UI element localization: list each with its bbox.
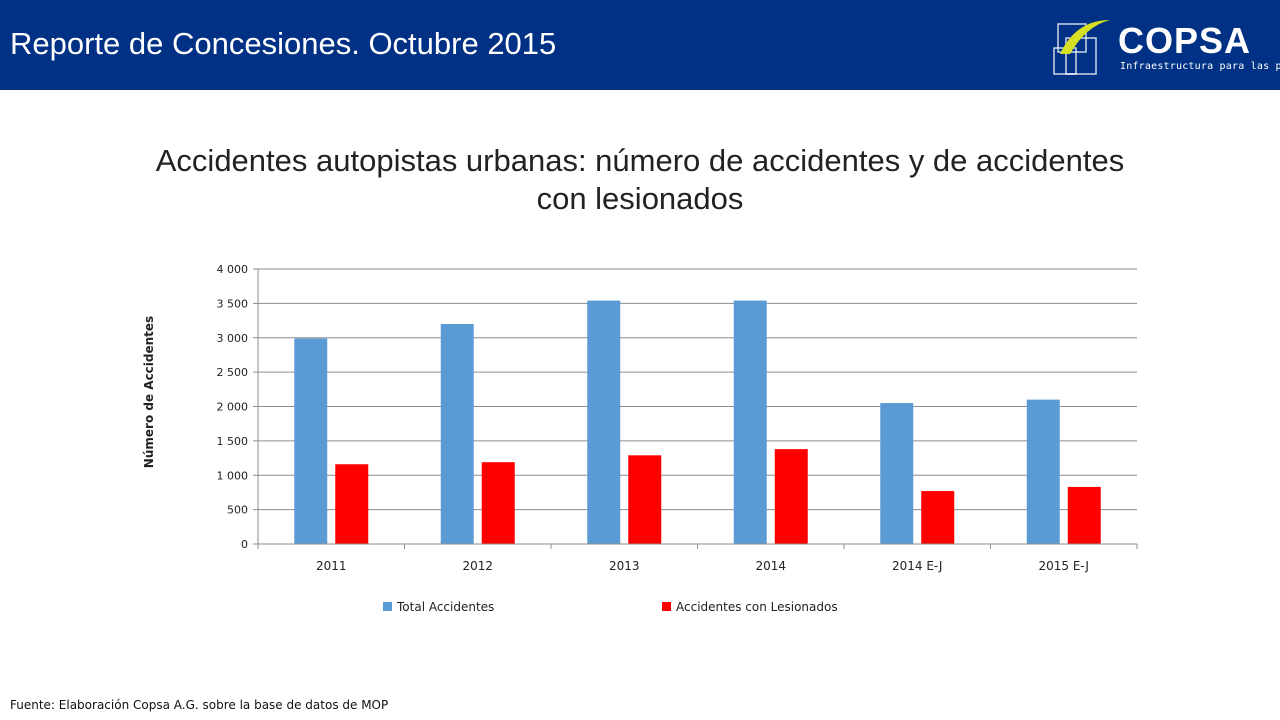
y-tick-label: 2 000 — [217, 401, 249, 414]
y-tick-label: 2 500 — [217, 366, 249, 379]
accidentes-lesionados-bar — [481, 462, 515, 544]
y-axis-title: Número de Accidentes — [142, 316, 156, 468]
total-accidentes-bar — [587, 300, 621, 544]
y-tick-label: 3 500 — [217, 297, 249, 310]
page-title: Reporte de Concesiones. Octubre 2015 — [10, 26, 557, 61]
logo-tagline: Infraestructura para las personas — [1120, 61, 1280, 72]
total-accidentes-bar — [1026, 399, 1060, 544]
x-tick-label: 2014 E-J — [892, 559, 942, 573]
x-tick-label: 2015 E-J — [1039, 559, 1089, 573]
header-bar: Reporte de Concesiones. Octubre 2015 COP… — [0, 0, 1280, 90]
accidentes-lesionados-bar — [335, 464, 369, 544]
copsa-logo-mark-icon — [1053, 20, 1110, 75]
accidentes-lesionados-bar — [921, 491, 955, 544]
accidentes-lesionados-bar — [628, 455, 662, 544]
logo-wordmark: COPSA — [1118, 20, 1252, 61]
x-tick-label: 2014 — [755, 559, 786, 573]
accidentes-lesionados-bar — [774, 449, 808, 544]
total-accidentes-bar — [294, 338, 328, 544]
x-tick-label: 2011 — [316, 559, 347, 573]
total-accidentes-bar — [880, 403, 914, 544]
chart-title: Accidentes autopistas urbanas: número de… — [155, 143, 1125, 216]
x-tick-label: 2012 — [462, 559, 493, 573]
y-tick-label: 1 500 — [217, 435, 249, 448]
legend-label: Total Accidentes — [396, 600, 494, 614]
legend-swatch — [662, 602, 671, 611]
legend-label: Accidentes con Lesionados — [676, 600, 838, 614]
copsa-logo: COPSA Infraestructura para las personas — [1052, 14, 1280, 78]
y-tick-label: 0 — [241, 538, 248, 551]
y-tick-label: 3 000 — [217, 332, 249, 345]
total-accidentes-bar — [733, 300, 767, 544]
y-tick-label: 4 000 — [217, 263, 249, 276]
source-note: Fuente: Elaboración Copsa A.G. sobre la … — [10, 698, 389, 712]
accidentes-lesionados-bar — [1067, 486, 1101, 544]
y-tick-label: 500 — [227, 504, 248, 517]
legend-swatch — [383, 602, 392, 611]
x-tick-label: 2013 — [609, 559, 640, 573]
y-tick-label: 1 000 — [217, 469, 249, 482]
total-accidentes-bar — [440, 324, 474, 544]
